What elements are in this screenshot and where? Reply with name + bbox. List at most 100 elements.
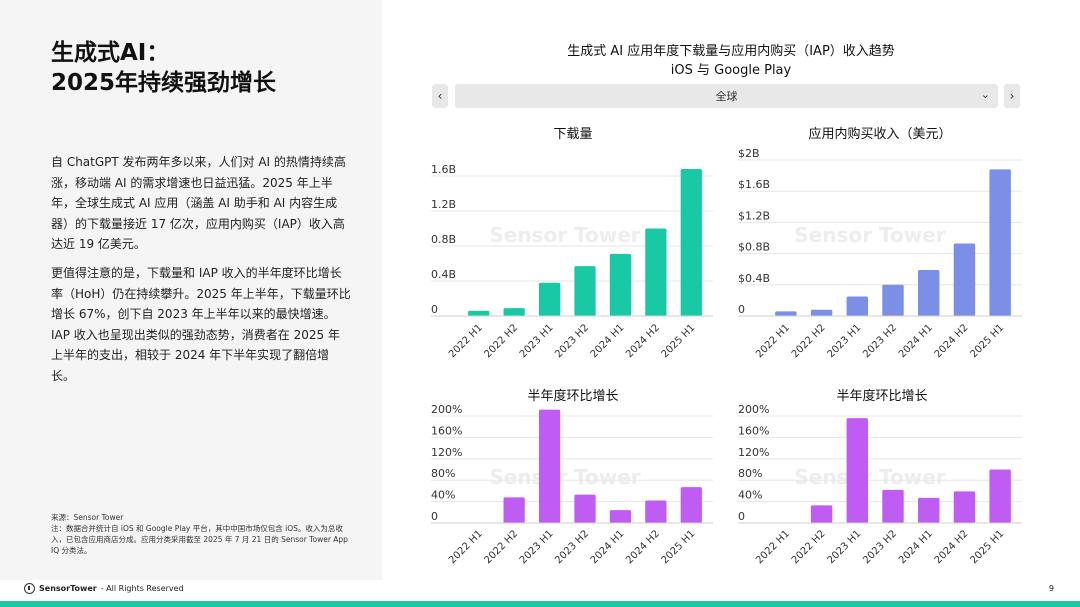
bar xyxy=(609,510,632,523)
y-tick-label: 0.4B xyxy=(431,268,456,281)
bar xyxy=(609,253,632,316)
bar xyxy=(645,228,667,316)
chevron-right-icon: › xyxy=(1009,89,1015,103)
watermark: Sensor Tower xyxy=(489,223,640,247)
watermark: Sensor Tower xyxy=(794,223,945,247)
y-tick-label: 160% xyxy=(431,424,462,437)
prev-button[interactable]: ‹ xyxy=(432,84,448,108)
title-line-2: 2025年持续强劲增长 xyxy=(51,70,277,96)
x-tick-label: 2022 H2 xyxy=(790,528,828,566)
bar xyxy=(810,505,833,523)
y-tick-label: 0 xyxy=(431,510,438,523)
x-tick-label: 2025 H1 xyxy=(660,322,698,360)
chevron-down-icon: ⌄ xyxy=(980,88,990,101)
bar xyxy=(846,296,868,316)
bottom-accent-bar xyxy=(0,601,1080,607)
x-tick-label: 2025 H1 xyxy=(660,528,698,566)
next-button[interactable]: › xyxy=(1004,84,1020,108)
x-tick-label: 2023 H1 xyxy=(826,528,864,566)
page-title: 生成式AI： 2025年持续强劲增长 xyxy=(51,38,276,98)
x-tick-label: 2024 H1 xyxy=(589,528,627,566)
x-tick-label: 2024 H1 xyxy=(897,322,935,360)
y-tick-label: 1.6B xyxy=(431,163,456,176)
bar xyxy=(989,469,1011,523)
title-line-1: 生成式AI： xyxy=(51,40,170,66)
x-tick-label: 2022 H1 xyxy=(754,322,792,360)
x-tick-label: 2022 H1 xyxy=(754,528,792,566)
y-tick-label: $0.8B xyxy=(738,241,770,254)
sensortower-logo-icon xyxy=(24,583,35,594)
x-tick-label: 2022 H2 xyxy=(790,322,828,360)
bar xyxy=(538,282,561,316)
x-tick-label: 2023 H2 xyxy=(553,528,591,566)
region-select-value: 全球 xyxy=(715,90,738,103)
x-tick-label: 2024 H1 xyxy=(897,528,935,566)
y-tick-label: $0.4B xyxy=(738,272,770,285)
x-tick-label: 2023 H1 xyxy=(518,322,556,360)
y-tick-label: 200% xyxy=(431,403,462,416)
y-tick-label: 80% xyxy=(431,467,455,480)
x-tick-label: 2025 H1 xyxy=(968,528,1006,566)
footer-brand: SensorTower xyxy=(39,584,97,593)
footer-logo: SensorTower - All Rights Reserved xyxy=(24,583,184,594)
chart-title: 半年度环比增长 xyxy=(836,388,927,404)
left-panel: 生成式AI： 2025年持续强劲增长 自 ChatGPT 发布两年多以来，人们对… xyxy=(0,0,382,580)
region-select[interactable]: 全球 ⌄ xyxy=(455,84,998,108)
x-tick-label: 2024 H2 xyxy=(933,322,971,360)
x-tick-label: 2022 H1 xyxy=(447,322,485,360)
bar xyxy=(810,309,833,316)
chevron-left-icon: ‹ xyxy=(437,89,443,103)
paragraph-growth: 更值得注意的是，下载量和 IAP 收入的半年度环比增长率（HoH）仍在持续攀升。… xyxy=(51,266,351,383)
chart-title: 下载量 xyxy=(553,127,592,142)
bar xyxy=(953,243,976,316)
x-tick-label: 2023 H2 xyxy=(861,528,899,566)
bar xyxy=(680,487,702,523)
chart-title: 应用内购买收入（美元） xyxy=(808,126,951,142)
source-detail: 注：数据合并统计自 iOS 和 Google Play 平台，其中中国市场仅包含… xyxy=(51,524,348,555)
x-tick-label: 2022 H2 xyxy=(482,528,520,566)
y-tick-label: 0 xyxy=(431,303,438,316)
y-tick-label: 120% xyxy=(738,446,769,459)
x-tick-label: 2024 H2 xyxy=(624,322,662,360)
bar xyxy=(882,489,904,523)
x-tick-label: 2024 H1 xyxy=(589,322,627,360)
x-tick-label: 2023 H1 xyxy=(518,528,556,566)
y-tick-label: $2B xyxy=(738,147,760,160)
bar xyxy=(503,497,525,523)
bar xyxy=(989,169,1011,316)
bar xyxy=(882,284,904,316)
x-tick-label: 2024 H2 xyxy=(933,528,971,566)
bar xyxy=(918,497,940,523)
bar xyxy=(846,418,868,523)
x-tick-label: 2023 H2 xyxy=(861,322,899,360)
page-number: 9 xyxy=(1048,584,1054,593)
bar xyxy=(538,409,561,523)
bar xyxy=(574,494,596,523)
watermark: Sensor Tower xyxy=(794,465,945,489)
x-tick-label: 2024 H2 xyxy=(624,528,662,566)
y-tick-label: $1.6B xyxy=(738,178,770,191)
chart-iap-revenue: Sensor Tower 应用内购买收入（美元） 0 $0.4B $0.8B $1.2B $… xyxy=(738,126,1022,360)
bar xyxy=(775,311,797,316)
y-tick-label: 160% xyxy=(738,424,769,437)
x-tick-label: 2022 H1 xyxy=(447,528,485,566)
watermark: Sensor Tower xyxy=(489,465,640,489)
x-tick-label: 2023 H1 xyxy=(826,322,864,360)
y-tick-label: 200% xyxy=(738,403,769,416)
paragraph-intro: 自 ChatGPT 发布两年多以来，人们对 AI 的热情持续高涨，移动端 AI … xyxy=(51,155,346,251)
bar xyxy=(645,500,667,523)
y-tick-label: 0 xyxy=(738,303,745,316)
source-note: 来源：Sensor Tower 注：数据合并统计自 iOS 和 Google P… xyxy=(51,512,351,556)
source-label: 来源：Sensor Tower xyxy=(51,513,124,522)
y-tick-label: 40% xyxy=(431,489,455,502)
chart-title: 半年度环比增长 xyxy=(527,388,618,404)
bar xyxy=(574,266,596,316)
chart-downloads-hoh: Sensor Tower 半年度环比增长 0 40% 80% 120% 160% 200% 20… xyxy=(431,388,713,566)
bar xyxy=(503,308,525,316)
y-tick-label: 120% xyxy=(431,446,462,459)
y-tick-label: 1.2B xyxy=(431,198,456,211)
bar xyxy=(953,491,976,523)
chart-iap-hoh: Sensor Tower 半年度环比增长 0 40% 80% 120% 160% 200% 20… xyxy=(738,388,1022,566)
x-tick-label: 2025 H1 xyxy=(968,322,1006,360)
